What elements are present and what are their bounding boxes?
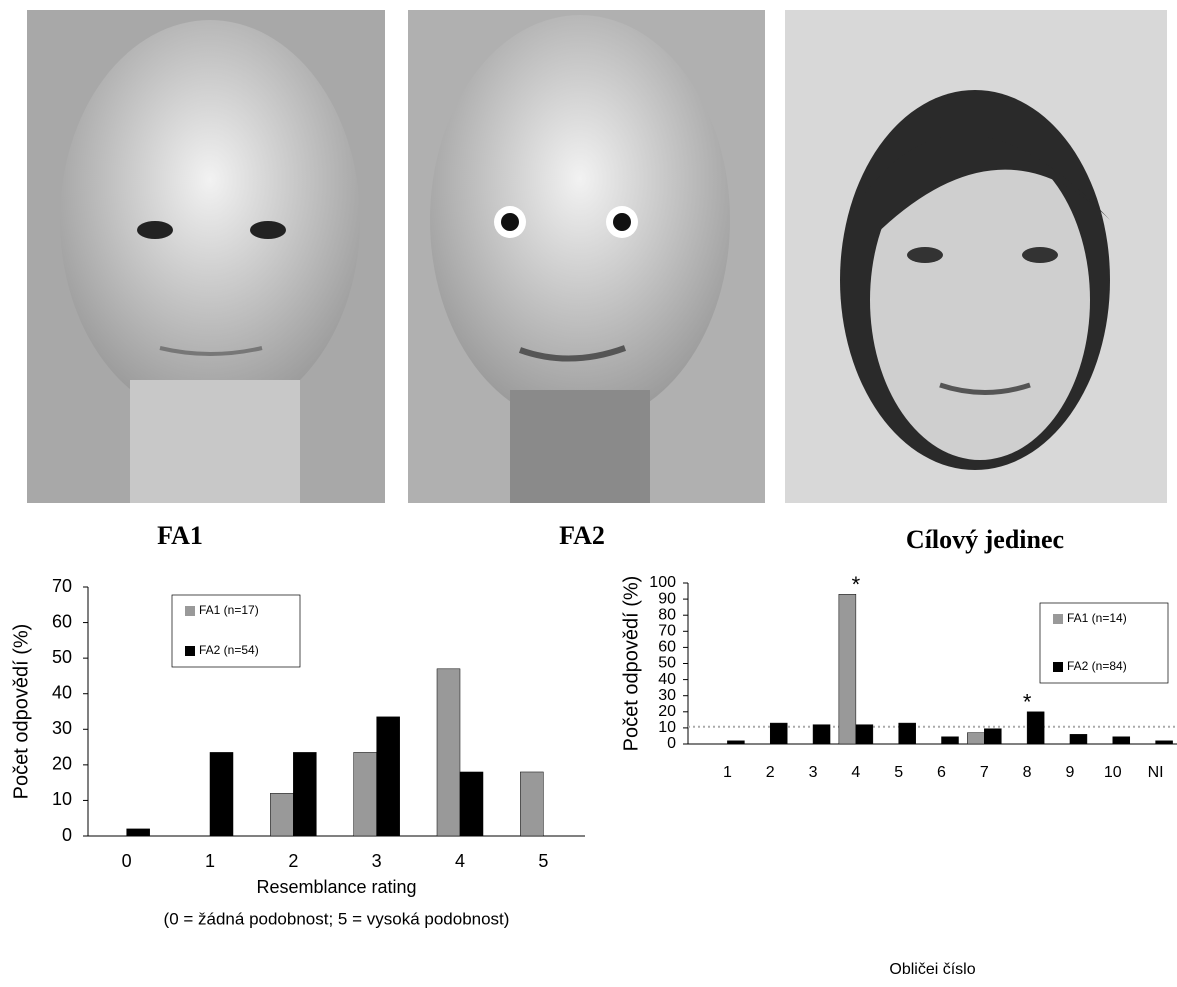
y-tick-label: 40 <box>52 682 72 702</box>
annotation: * <box>852 572 861 597</box>
x-tick-label: 6 <box>937 764 946 781</box>
y-tick-label: 0 <box>667 735 676 752</box>
legend-label: FA1 (n=14) <box>1067 611 1127 625</box>
bar <box>1027 712 1044 744</box>
photo-target <box>785 10 1167 503</box>
x-tick-label: 5 <box>894 764 903 781</box>
axis-note: (0 = žádná podobnost; 5 = vysoká podobno… <box>164 909 510 928</box>
y-tick-label: 70 <box>658 623 676 640</box>
bar <box>984 729 1001 744</box>
y-tick-label: 100 <box>649 574 676 591</box>
bar <box>942 737 959 744</box>
y-tick-label: 60 <box>52 611 72 631</box>
legend-swatch <box>185 646 195 656</box>
bar <box>813 725 830 744</box>
x-tick-label: 0 <box>122 851 132 871</box>
y-tick-label: 50 <box>658 655 676 672</box>
photo-caption: Cílový jedinec <box>906 525 1064 554</box>
bar <box>839 594 856 744</box>
x-tick-label: 4 <box>851 764 860 781</box>
x-tick-label: 2 <box>766 764 775 781</box>
bar <box>1113 737 1130 744</box>
bar <box>1070 734 1087 744</box>
y-tick-label: 80 <box>658 606 676 623</box>
bar <box>293 752 316 836</box>
bar <box>856 725 873 744</box>
bar <box>437 669 460 836</box>
x-tick-label: 1 <box>723 764 732 781</box>
bar <box>127 829 150 836</box>
bar <box>377 717 400 836</box>
x-tick-label: 1 <box>205 851 215 871</box>
x-tick-label: 4 <box>455 851 465 871</box>
bar <box>354 752 377 836</box>
y-axis-label: Počet odpovědí (%) <box>620 576 642 752</box>
bar <box>1156 741 1173 744</box>
y-tick-label: 10 <box>658 719 676 736</box>
y-tick-label: 30 <box>658 687 676 704</box>
bar <box>967 733 984 744</box>
y-tick-label: 10 <box>52 789 72 809</box>
y-tick-label: 0 <box>62 825 72 845</box>
bar <box>460 772 483 836</box>
legend-label: FA2 (n=54) <box>199 643 259 657</box>
x-tick-label: NI <box>1148 764 1164 781</box>
y-tick-label: 40 <box>658 671 676 688</box>
x-tick-label: 5 <box>538 851 548 871</box>
x-axis-label: Obličei číslo <box>889 961 975 978</box>
legend-label: FA1 (n=17) <box>199 603 259 617</box>
legend-swatch <box>1053 614 1063 624</box>
x-tick-label: 8 <box>1023 764 1032 781</box>
x-tick-label: 2 <box>288 851 298 871</box>
x-axis-label: Resemblance rating <box>256 877 416 897</box>
bar <box>210 752 233 836</box>
photo-caption: FA2 <box>559 521 605 550</box>
bar <box>770 723 787 744</box>
x-tick-label: 9 <box>1066 764 1075 781</box>
x-tick-label: 10 <box>1104 764 1122 781</box>
x-tick-label: 7 <box>980 764 989 781</box>
legend-label: FA2 (n=84) <box>1067 659 1127 673</box>
y-tick-label: 30 <box>52 718 72 738</box>
x-tick-label: 3 <box>809 764 818 781</box>
y-tick-label: 50 <box>52 647 72 667</box>
y-tick-label: 20 <box>52 754 72 774</box>
y-tick-label: 20 <box>658 703 676 720</box>
legend-swatch <box>1053 662 1063 672</box>
x-tick-label: 3 <box>372 851 382 871</box>
y-axis-label: Počet odpovědí (%) <box>10 624 32 800</box>
photo-fa1 <box>27 10 385 503</box>
bar <box>899 723 916 744</box>
legend-swatch <box>185 606 195 616</box>
photo-fa2 <box>408 10 765 503</box>
y-tick-label: 70 <box>52 576 72 596</box>
annotation: * <box>1023 690 1032 715</box>
bar <box>270 793 293 836</box>
photo-caption: FA1 <box>157 521 203 550</box>
bar <box>727 741 744 744</box>
figure: FA1 FA2 Cílový jedinec 01020304050607001… <box>0 0 1177 982</box>
bar <box>520 772 543 836</box>
y-tick-label: 60 <box>658 639 676 656</box>
y-tick-label: 90 <box>658 590 676 607</box>
